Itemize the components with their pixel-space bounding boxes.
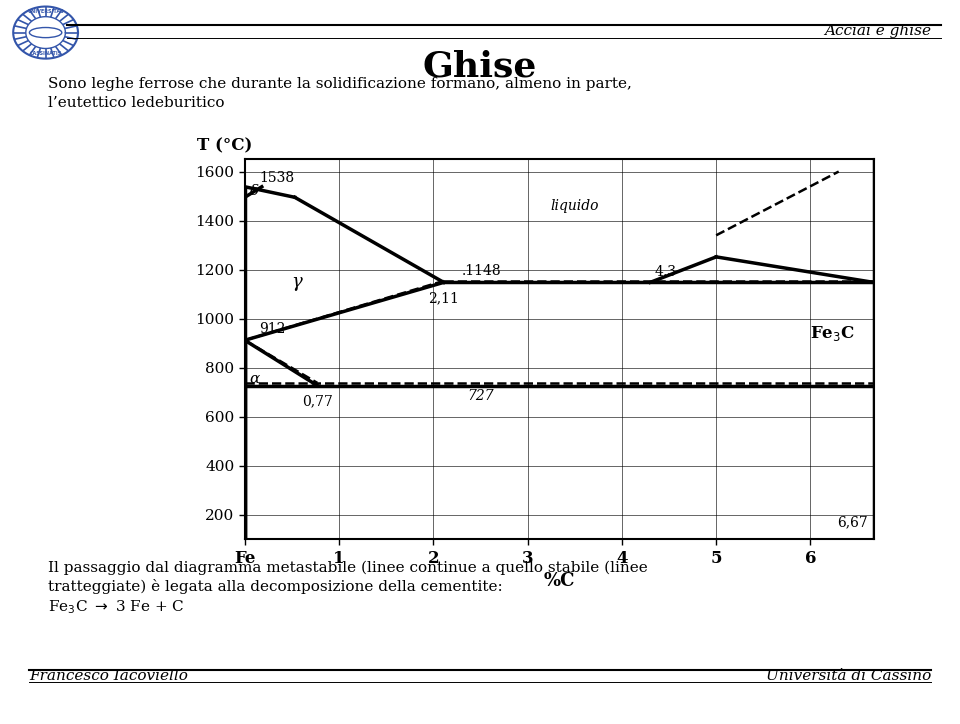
Text: Fe$_3$C: Fe$_3$C [810, 324, 855, 343]
Text: Francesco Iacoviello: Francesco Iacoviello [29, 669, 187, 683]
Text: Università di Cassino: Università di Cassino [766, 669, 931, 683]
Text: δ: δ [250, 184, 258, 198]
Text: liquido: liquido [550, 199, 599, 213]
Text: l’eutettico ledeburitico: l’eutettico ledeburitico [48, 96, 225, 109]
Text: .1148: .1148 [462, 264, 501, 278]
Text: Il passaggio dal diagramma metastabile (linee continue a quello stabile (linee: Il passaggio dal diagramma metastabile (… [48, 561, 648, 576]
Text: 6,67: 6,67 [837, 515, 868, 529]
Text: 1538: 1538 [259, 171, 294, 185]
X-axis label: %C: %C [543, 573, 575, 590]
Text: Fe$_3$C $\rightarrow$ 3 Fe + C: Fe$_3$C $\rightarrow$ 3 Fe + C [48, 599, 184, 616]
Text: 2,11: 2,11 [428, 292, 459, 306]
Text: γ: γ [291, 273, 302, 291]
Text: tratteggiate) è legata alla decomposizione della cementite:: tratteggiate) è legata alla decomposizio… [48, 579, 503, 594]
Text: α: α [250, 371, 260, 386]
Text: 912: 912 [259, 322, 285, 336]
Text: 727: 727 [468, 389, 493, 403]
Text: 0,77: 0,77 [302, 395, 333, 408]
Text: T (°C): T (°C) [197, 138, 252, 154]
Text: CASSINATIS: CASSINATIS [30, 51, 61, 56]
Text: Ghise: Ghise [422, 49, 538, 83]
Text: UNIVERSITAS: UNIVERSITAS [27, 9, 64, 14]
Text: 4,3: 4,3 [655, 264, 677, 278]
Text: Sono leghe ferrose che durante la solidificazione formano, almeno in parte,: Sono leghe ferrose che durante la solidi… [48, 77, 632, 91]
Text: Acciai e ghise: Acciai e ghise [825, 24, 931, 38]
